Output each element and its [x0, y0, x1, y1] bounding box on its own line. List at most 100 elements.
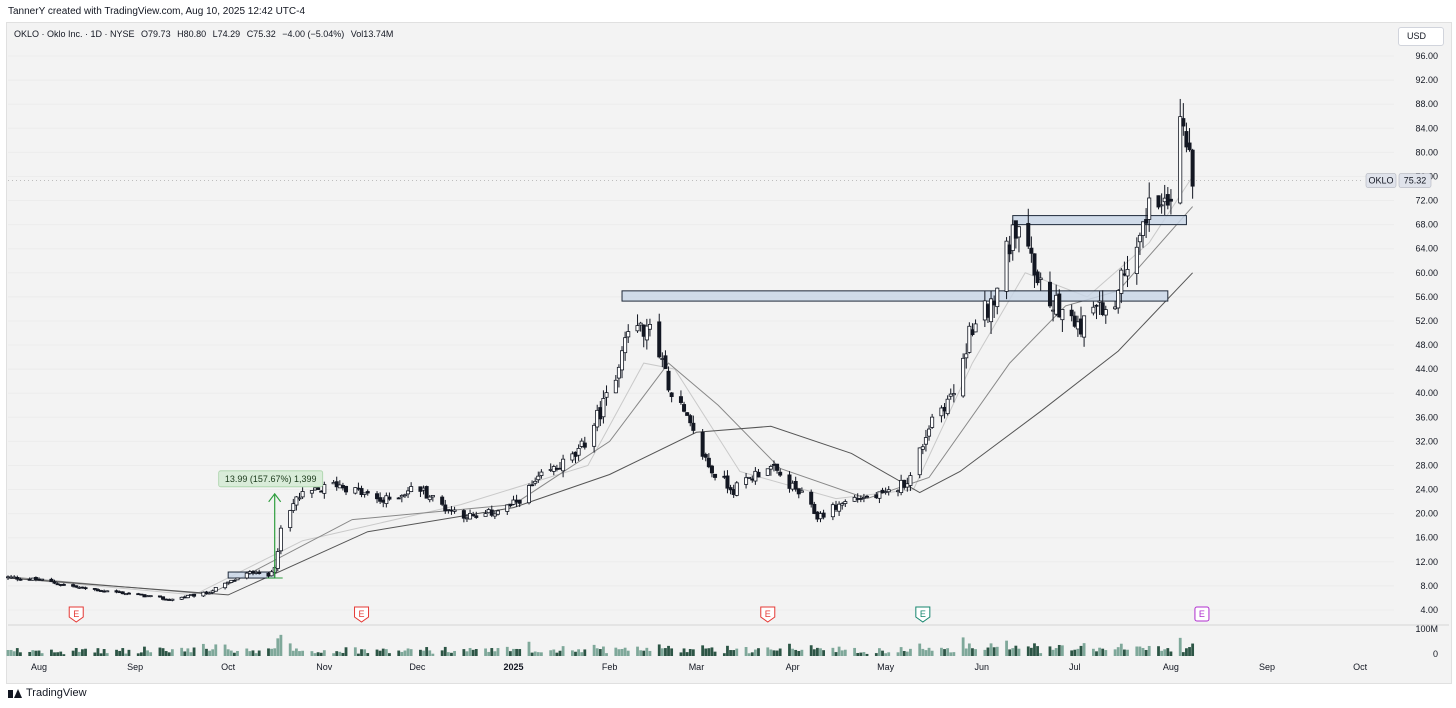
candle-body: [300, 491, 305, 498]
volume-bar: [729, 650, 732, 656]
volume-bar: [1113, 649, 1117, 656]
candle-body: [809, 491, 814, 505]
candle: [526, 483, 531, 505]
candle: [275, 548, 280, 572]
candle-body: [765, 468, 770, 476]
candle: [809, 489, 814, 508]
time-tick-label: May: [877, 662, 895, 672]
candle: [1159, 193, 1164, 214]
earnings-marker: E: [760, 606, 776, 623]
candle: [92, 588, 97, 592]
volume-bar: [384, 649, 388, 656]
candle: [961, 353, 966, 398]
volume-bar: [571, 650, 574, 656]
volume-bar: [1178, 637, 1182, 656]
volume-bar: [462, 649, 466, 656]
volume-bar: [561, 646, 565, 656]
candle-body: [1094, 304, 1099, 307]
candle: [474, 511, 479, 519]
candle-body: [278, 527, 283, 552]
volume-bar: [909, 648, 912, 656]
candle: [244, 571, 249, 580]
candle-body: [83, 587, 88, 590]
candle: [796, 488, 801, 499]
footer-brand[interactable]: TradingView: [8, 687, 87, 699]
candle-body: [793, 480, 798, 490]
candle-body: [74, 585, 79, 588]
volume-bar: [620, 648, 624, 656]
candle-body: [666, 370, 671, 391]
candle-body: [424, 486, 429, 499]
candle: [269, 569, 274, 577]
volume-bar: [40, 653, 44, 656]
price-tick-label: 32.00: [1415, 436, 1438, 446]
candle-body: [843, 501, 848, 504]
volume-bar: [1169, 651, 1173, 656]
candle: [1097, 291, 1102, 315]
candle: [709, 464, 714, 478]
measure-label-box: [218, 470, 324, 488]
volume-bar: [295, 648, 298, 656]
candle-body: [778, 471, 783, 476]
volume-bar: [574, 651, 577, 656]
volume-bar: [37, 650, 41, 656]
candle: [505, 504, 510, 515]
candle-body: [865, 495, 870, 498]
volume-bar: [1008, 649, 1012, 656]
candle-body: [1147, 197, 1152, 220]
candle-body: [1004, 240, 1009, 292]
candle: [1060, 308, 1065, 332]
volume-bar: [862, 652, 866, 656]
volume-bar: [1191, 643, 1195, 656]
volume-bar: [71, 650, 75, 656]
volume-bar: [1060, 645, 1064, 656]
candle-body: [359, 488, 364, 495]
volume-bar: [245, 648, 249, 656]
time-tick-label: Dec: [409, 662, 426, 672]
candle: [409, 482, 414, 493]
time-tick-label: Aug: [31, 662, 47, 672]
volume-bar: [1091, 648, 1095, 656]
volume-bar: [1048, 646, 1052, 656]
candle-body: [623, 337, 628, 354]
candle: [1134, 237, 1139, 285]
volume-bar: [341, 652, 345, 656]
candle: [1035, 269, 1040, 286]
candle-body: [821, 512, 826, 518]
volume-bar: [422, 650, 425, 656]
candle: [939, 405, 944, 423]
volume-bar: [508, 651, 512, 656]
candle-body: [967, 325, 972, 353]
candle: [530, 480, 535, 487]
volume-bar: [874, 653, 878, 656]
legend-close: C75.32: [246, 29, 276, 39]
volume-bar: [943, 649, 946, 656]
volume-bar: [59, 651, 63, 656]
time-tick-label: Apr: [786, 662, 800, 672]
candle: [1038, 272, 1043, 291]
candle-body: [923, 437, 928, 445]
volume-bar: [660, 648, 664, 656]
volume-bar: [1144, 649, 1148, 656]
volume-bar: [353, 647, 357, 656]
candle: [703, 452, 708, 462]
earnings-badge-icon: [1194, 606, 1210, 622]
currency-button[interactable]: USD: [1398, 27, 1444, 46]
volume-bar: [136, 653, 140, 656]
candle-body: [170, 598, 175, 601]
candle-body: [1082, 315, 1087, 338]
candle-body: [52, 581, 57, 584]
candle: [105, 590, 110, 593]
time-tick-label: Oct: [221, 662, 236, 672]
candle-body: [210, 590, 215, 593]
candle: [49, 577, 54, 583]
candle: [15, 575, 20, 582]
volume-bar: [1166, 648, 1170, 656]
candle: [365, 489, 370, 496]
candle: [840, 501, 845, 510]
candle: [161, 596, 166, 601]
volume-bar: [291, 650, 295, 656]
candle: [843, 499, 848, 507]
candle-body: [747, 476, 752, 479]
